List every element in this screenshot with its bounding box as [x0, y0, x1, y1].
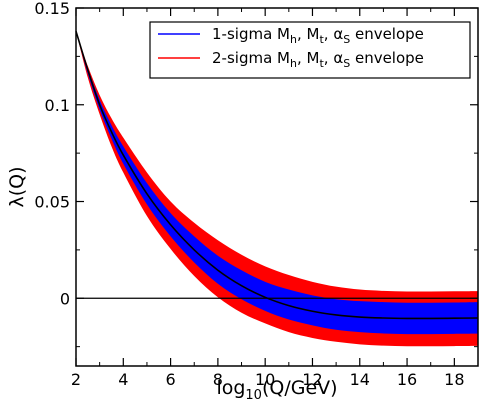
x-tick-label: 8 — [213, 370, 223, 389]
y-tick-label: 0.15 — [34, 0, 70, 18]
x-title-rest: (Q/GeV) — [262, 377, 338, 399]
band-1-sigma — [76, 31, 478, 335]
x-tick-label: 16 — [397, 370, 417, 389]
x-tick-label: 2 — [71, 370, 81, 389]
x-tick-label: 12 — [302, 370, 322, 389]
x-tick-label: 6 — [165, 370, 175, 389]
x-tick-label: 18 — [444, 370, 464, 389]
y-tick-label: 0.05 — [34, 193, 70, 212]
x-tick-label: 4 — [118, 370, 128, 389]
y-axis-title: λ(Q) — [6, 166, 28, 207]
legend: 1-sigma Mh, Mt, αS envelope 2-sigma Mh, M… — [149, 21, 471, 79]
y-tick-label: 0.1 — [45, 96, 70, 115]
y-tick-label: 0 — [60, 289, 70, 308]
legend-label: 2-sigma Mh, Mt, αS envelope — [212, 49, 424, 70]
axis-ticks: 2 4 6 8 10 12 14 16 18 0 0.05 0.1 0.15 — [34, 0, 478, 389]
central-line — [75, 30, 479, 320]
legend-box — [149, 21, 471, 79]
uncertainty-bands — [76, 31, 478, 347]
plot-lines — [75, 30, 479, 320]
x-title-base: log — [216, 377, 245, 399]
x-title-sub: 10 — [245, 388, 262, 400]
x-tick-label: 14 — [350, 370, 370, 389]
x-axis-title: log10(Q/GeV) — [216, 377, 337, 400]
x-tick-label: 10 — [255, 370, 275, 389]
plot-frame — [75, 7, 479, 367]
legend-label: 1-sigma Mh, Mt, αS envelope — [212, 25, 424, 46]
